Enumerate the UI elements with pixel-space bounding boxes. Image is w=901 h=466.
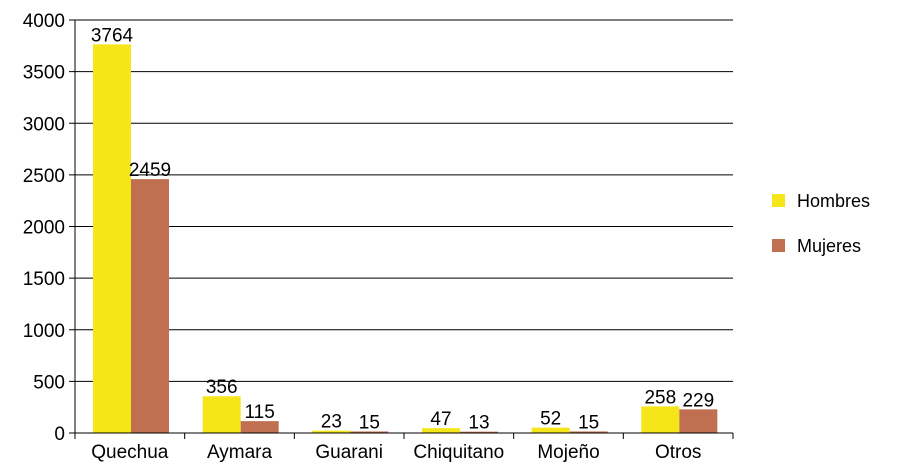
gridlines [75, 19, 733, 382]
labels: 0 500 1000 1500 2000 2500 3000 3500 4000 3764 2459… [23, 11, 714, 463]
bar-hombres [422, 428, 460, 433]
y-tick-label: 1500 [23, 269, 65, 290]
bar-hombres [641, 406, 680, 433]
bars [93, 44, 718, 433]
legend-swatch-mujeres [772, 239, 785, 252]
y-tick-label: 2500 [23, 166, 65, 187]
bar-hombres [202, 396, 241, 433]
y-tick-label: 1000 [23, 321, 65, 342]
data-label: 23 [321, 412, 342, 433]
legend-label: Hombres [797, 191, 870, 211]
data-label: 47 [430, 409, 451, 430]
y-tick-label: 500 [33, 372, 65, 393]
data-label: 258 [644, 387, 676, 408]
x-category-label: Aymara [207, 442, 273, 463]
legend-label: Mujeres [797, 236, 861, 256]
bar-hombres [93, 44, 131, 433]
data-label: 115 [245, 402, 275, 423]
x-category-label: Guarani [315, 442, 383, 463]
x-category-label: Otros [655, 442, 701, 463]
x-category-label: Mojeño [537, 442, 599, 463]
data-label: 15 [578, 412, 599, 433]
bar-mujeres [460, 431, 498, 433]
data-label: 13 [468, 413, 489, 434]
legend-swatch-hombres [772, 194, 785, 207]
bar-hombres [531, 427, 570, 433]
bar-mujeres [240, 421, 279, 433]
data-label: 356 [206, 377, 238, 398]
y-tick-label: 3500 [23, 63, 65, 84]
data-label: 2459 [129, 160, 171, 181]
data-label: 15 [359, 412, 380, 433]
data-label: 229 [682, 390, 714, 411]
axes [69, 19, 734, 439]
bar-mujeres [679, 409, 718, 433]
bar-hombres [312, 430, 351, 433]
x-category-label: Quechua [91, 442, 169, 463]
bar-mujeres [569, 431, 608, 433]
y-tick-label: 4000 [23, 11, 65, 32]
data-label: 52 [540, 409, 561, 430]
x-category-label: Chiquitano [413, 442, 504, 463]
bar-mujeres [350, 431, 389, 433]
y-tick-label: 0 [54, 424, 65, 445]
y-tick-label: 2000 [23, 218, 65, 239]
bar-mujeres [131, 179, 169, 433]
y-tick-label: 3000 [23, 114, 65, 135]
data-label: 3764 [91, 25, 134, 46]
legend: Hombres Mujeres [772, 191, 870, 256]
